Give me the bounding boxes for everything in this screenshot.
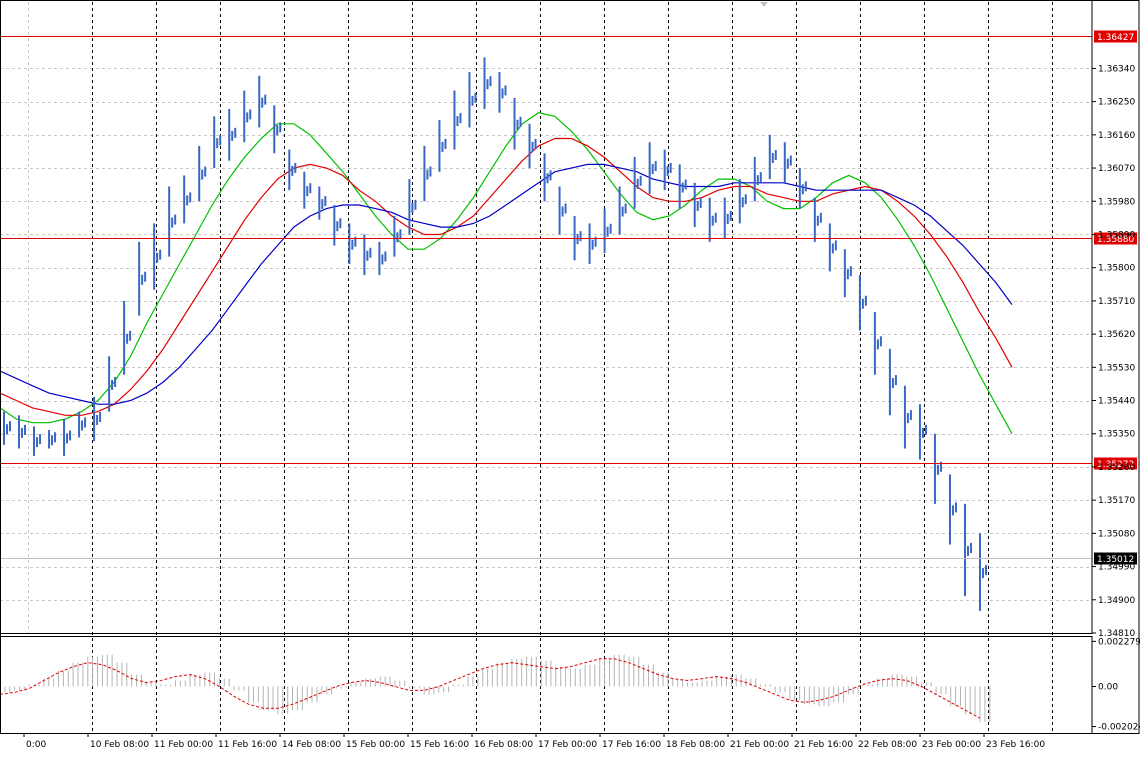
price-axis-label: 1.35350: [1098, 430, 1135, 440]
time-axis-label: 22 Feb 08:00: [858, 740, 917, 750]
price-candles: [3, 57, 987, 611]
oscillator-signal-line: [0, 658, 981, 719]
price-axis-label: 1.35980: [1098, 197, 1135, 207]
price-axis-label: 1.35710: [1098, 297, 1135, 307]
scroll-marker: [760, 2, 768, 7]
time-axis-label: 23 Feb 00:00: [922, 740, 981, 750]
chart-frame: [0, 0, 1140, 734]
time-axis-label: 10 Feb 08:00: [90, 740, 149, 750]
price-axis-label: 1.36070: [1098, 164, 1135, 174]
price-axis-label: 1.35800: [1098, 264, 1135, 274]
price-axis-label: 1.34990: [1098, 563, 1135, 573]
time-axis-label: 17 Feb 16:00: [602, 740, 661, 750]
moving-average-lines: [0, 112, 1013, 434]
price-axis-label: 1.35890: [1098, 230, 1135, 240]
time-axis-label: 15 Feb 00:00: [346, 740, 405, 750]
price-level-tag: [1094, 30, 1137, 43]
time-axis-label: 21 Feb 00:00: [730, 740, 789, 750]
price-axis-label: 1.35440: [1098, 397, 1135, 407]
price-axis-label: 1.34900: [1098, 596, 1135, 606]
price-axis-label: 1.35620: [1098, 330, 1135, 340]
time-axis-label: 15 Feb 16:00: [410, 740, 469, 750]
time-axis-label: 11 Feb 16:00: [218, 740, 277, 750]
time-axis-label: 17 Feb 00:00: [538, 740, 597, 750]
price-axis-label: 1.35170: [1098, 496, 1135, 506]
time-axis-label: 14 Feb 08:00: [282, 740, 341, 750]
moving-average-line: [0, 137, 1013, 416]
time-axis-label: 16 Feb 08:00: [474, 740, 533, 750]
price-level-tag: [1094, 232, 1137, 245]
price-axis-label: 1.36160: [1098, 131, 1135, 141]
price-axis-label: 1.36250: [1098, 98, 1135, 108]
horizontal-levels[interactable]: 1.36427 1.35880 1.35272 1.35012: [0, 30, 1137, 566]
price-level-label: 1.35272: [1097, 460, 1134, 470]
moving-average-line: [0, 112, 1013, 434]
time-axis[interactable]: 0:00 10 Feb 08:00 11 Feb 00:00 11 Feb 16:00…: [23, 733, 1045, 750]
window-frame: [0, 0, 1140, 734]
moving-average-line: [0, 163, 1013, 405]
time-axis-label: 23 Feb 16:00: [986, 740, 1045, 750]
oscillator-panel: [0, 654, 991, 723]
price-axis[interactable]: 1.36340 1.36250 1.36160 1.36070 1.35980 1.358…: [1092, 64, 1135, 639]
price-axis-label: 1.35080: [1098, 529, 1135, 539]
price-axis-label: 1.34810: [1098, 629, 1135, 639]
oscillator-axis: 0.002279 0.00 -0.002024: [1092, 637, 1140, 733]
time-axis-label: 18 Feb 08:00: [666, 740, 725, 750]
time-axis-label: 21 Feb 16:00: [794, 740, 853, 750]
current-price-label: 1.35012: [1097, 555, 1134, 565]
price-axis-label: 1.35530: [1098, 363, 1135, 373]
price-level-tag: [1094, 457, 1137, 470]
price-level-label: 1.36427: [1097, 33, 1134, 43]
price-axis-label: 1.36340: [1098, 64, 1135, 74]
time-axis-label: 11 Feb 00:00: [154, 740, 213, 750]
price-axis-label: 1.35260: [1098, 463, 1135, 473]
grid-lines: [0, 2, 1092, 733]
time-axis-label: 0:00: [26, 740, 46, 750]
oscillator-axis-label: -0.002024: [1098, 723, 1140, 733]
oscillator-axis-label: 0.00: [1098, 682, 1118, 692]
oscillator-axis-label: 0.002279: [1098, 637, 1140, 647]
price-level-label: 1.35880: [1097, 235, 1134, 245]
current-price-tag: [1094, 552, 1137, 565]
